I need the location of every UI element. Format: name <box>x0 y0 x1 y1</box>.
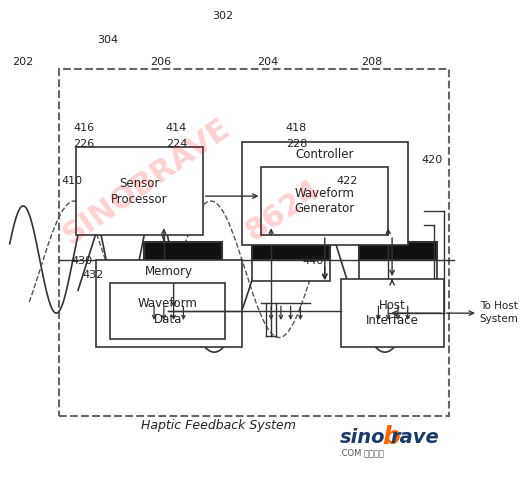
Text: sino: sino <box>340 428 385 446</box>
Text: 204: 204 <box>257 57 279 67</box>
Text: 414: 414 <box>166 123 187 133</box>
Text: 432: 432 <box>83 270 104 280</box>
Text: Memory: Memory <box>145 264 193 278</box>
Text: Data: Data <box>154 312 182 325</box>
Bar <box>341 279 444 348</box>
Text: 418: 418 <box>286 123 307 133</box>
Text: Interface: Interface <box>366 314 419 327</box>
Text: 440: 440 <box>302 256 324 266</box>
Text: b: b <box>383 425 400 449</box>
Text: 304: 304 <box>97 35 118 45</box>
Text: Sensor: Sensor <box>119 177 160 190</box>
Text: 302: 302 <box>213 11 234 21</box>
Text: Host: Host <box>379 299 406 312</box>
Text: 206: 206 <box>150 57 171 67</box>
Bar <box>252 260 330 281</box>
Bar <box>144 242 222 260</box>
Bar <box>359 260 437 281</box>
Bar <box>261 167 388 235</box>
Text: rave: rave <box>390 428 439 446</box>
Bar <box>110 283 225 339</box>
Bar <box>359 242 437 260</box>
Text: 202: 202 <box>12 58 33 68</box>
Text: 8624: 8624 <box>240 175 326 247</box>
Text: SINOBRAVE: SINOBRAVE <box>57 113 235 250</box>
Text: .COM 宝威科技: .COM 宝威科技 <box>340 448 385 457</box>
Bar <box>252 242 330 260</box>
Text: 226: 226 <box>73 139 94 149</box>
Text: Processor: Processor <box>111 192 168 205</box>
Bar <box>59 69 449 416</box>
Text: 416: 416 <box>73 123 94 133</box>
Text: 228: 228 <box>286 139 307 149</box>
Text: Haptic Feedback System: Haptic Feedback System <box>141 419 296 432</box>
Bar <box>144 260 222 281</box>
Text: 422: 422 <box>336 177 358 186</box>
Text: Generator: Generator <box>294 202 355 216</box>
Text: 420: 420 <box>421 155 443 165</box>
Bar <box>242 143 408 245</box>
Text: Waveform: Waveform <box>295 187 355 200</box>
Text: System: System <box>480 314 519 324</box>
Text: Controller: Controller <box>296 148 354 161</box>
Text: Waveform: Waveform <box>138 297 198 310</box>
Text: 430: 430 <box>71 256 92 266</box>
Text: 410: 410 <box>61 177 83 186</box>
Text: 208: 208 <box>361 57 382 67</box>
Text: 224: 224 <box>166 139 187 149</box>
Bar <box>95 260 242 348</box>
Bar <box>76 147 203 235</box>
Text: To Host: To Host <box>480 301 518 312</box>
